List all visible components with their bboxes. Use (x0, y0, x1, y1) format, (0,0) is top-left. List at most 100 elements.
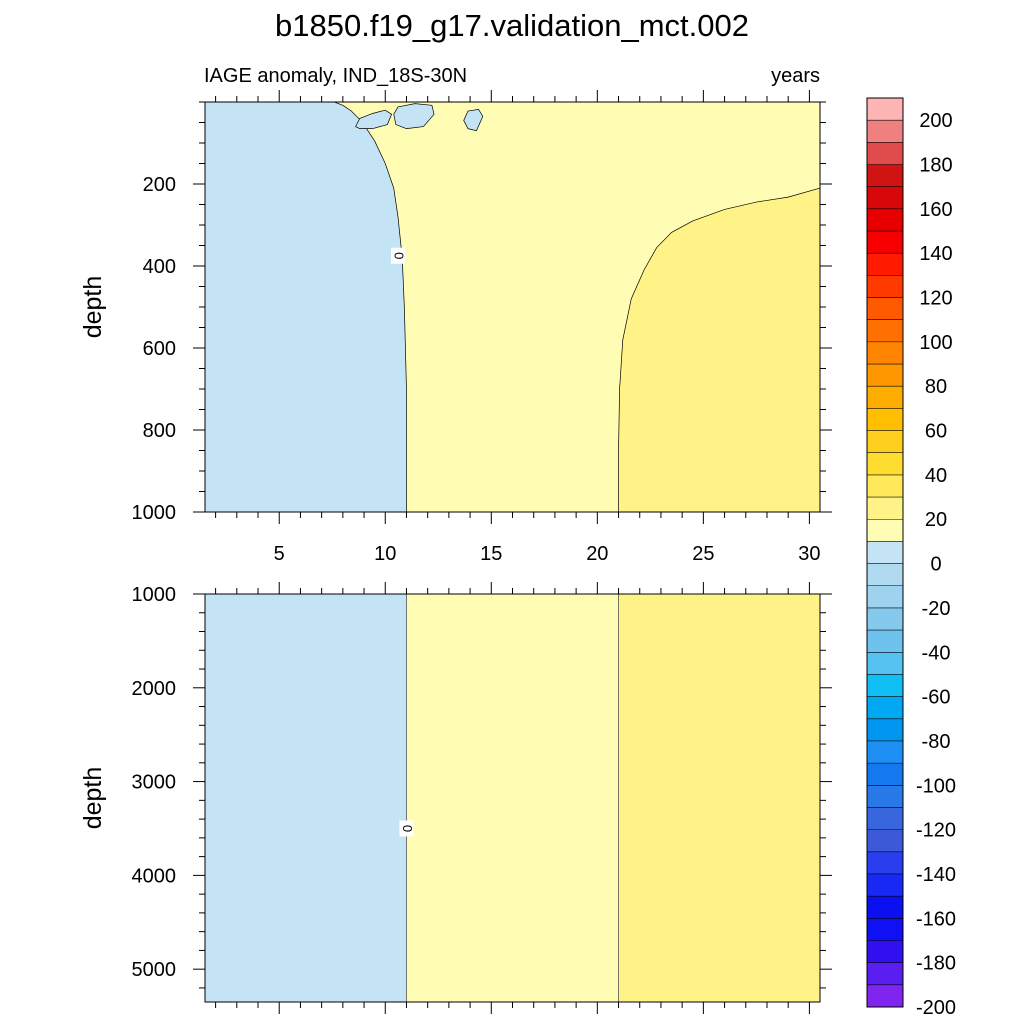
colorbar-swatch (867, 120, 903, 143)
colorbar-swatch (867, 873, 903, 897)
colorbar-label: 40 (925, 465, 947, 487)
colorbar-swatch (867, 563, 903, 587)
upper-y-tick-label: 800 (143, 420, 176, 442)
lower-y-tick-label: 3000 (132, 772, 177, 794)
colorbar-label: 60 (925, 421, 947, 443)
x-tick-label: 10 (374, 543, 396, 565)
colorbar-label: 180 (919, 155, 952, 177)
colorbar-swatch (867, 519, 903, 542)
colorbar-swatch (867, 297, 903, 321)
colorbar-swatch (867, 541, 903, 564)
x-tick-label: 15 (480, 543, 502, 565)
colorbar-label: 20 (925, 509, 947, 531)
lower-y-tick-label: 2000 (132, 678, 177, 700)
colorbar-swatch (867, 718, 903, 742)
x-axis-labels: 5 10 15 20 25 30 (274, 543, 821, 565)
colorbar-swatch (867, 253, 903, 276)
colorbar-frame (866, 97, 904, 1008)
colorbar-label: 0 (930, 554, 941, 576)
colorbar-label: -60 (922, 687, 951, 709)
upper-contour-label-bg (390, 247, 405, 264)
colorbar-swatch (867, 98, 903, 121)
colorbar-label: -20 (922, 598, 951, 620)
x-tick-label: 30 (798, 543, 820, 565)
lower-region-10-to-20 (618, 594, 820, 1002)
colorbar-swatch (867, 341, 903, 365)
upper-y-tick-label: 600 (143, 338, 176, 360)
colorbar: 200180160140120100806040200-20-40-60-80-… (866, 97, 956, 1019)
upper-negative-patch-1 (355, 109, 393, 129)
lower-y-tick-label: 4000 (132, 865, 177, 887)
colorbar-label: -200 (916, 997, 956, 1019)
subtitle-right: years (771, 65, 820, 87)
colorbar-label: -140 (916, 864, 956, 886)
colorbar-swatch (867, 585, 903, 609)
colorbar-swatch (867, 940, 903, 963)
x-tick-label: 25 (692, 543, 714, 565)
colorbar-swatch (867, 851, 903, 875)
lower-y-axis-label: depth (79, 767, 107, 830)
colorbar-swatch (867, 607, 903, 631)
colorbar-swatch (867, 275, 903, 298)
x-tick-label: 5 (274, 543, 285, 565)
upper-negative-patch-3 (463, 108, 484, 132)
lower-panel: 0 1000 2000 3000 4000 5000 (132, 582, 832, 1014)
upper-region-negative (204, 101, 407, 513)
colorbar-swatch (867, 696, 903, 720)
colorbar-swatch (867, 740, 903, 764)
chart-title: b1850.f19_g17.validation_mct.002 (275, 8, 749, 43)
lower-y-tick-label: 5000 (132, 959, 177, 981)
colorbar-swatch (867, 829, 903, 853)
colorbar-swatch (867, 652, 903, 675)
colorbar-label: -160 (916, 908, 956, 930)
colorbar-swatch (867, 319, 903, 343)
colorbar-label: -120 (916, 820, 956, 842)
upper-y-tick-label: 1000 (132, 502, 177, 524)
lower-contour-label: 0 (400, 825, 415, 832)
upper-panel: 0 200 400 600 800 1000 (132, 90, 832, 524)
colorbar-label: -180 (916, 953, 956, 975)
colorbar-swatch (867, 984, 903, 1008)
upper-contour-label: 0 (392, 252, 407, 259)
upper-region-10-to-20 (618, 187, 821, 513)
colorbar-swatch (867, 408, 903, 431)
colorbar-label: 200 (919, 110, 952, 132)
colorbar-swatch (867, 918, 903, 941)
colorbar-swatch (867, 674, 903, 697)
colorbar-swatch (867, 474, 903, 498)
colorbar-swatch (867, 630, 903, 653)
colorbar-label: 120 (919, 288, 952, 310)
colorbar-swatch (867, 763, 903, 786)
colorbar-swatch (867, 962, 903, 986)
upper-y-tick-label: 200 (143, 174, 176, 196)
colorbar-swatch (867, 208, 903, 232)
colorbar-swatch (867, 364, 903, 387)
upper-negative-patch-2 (393, 103, 435, 130)
colorbar-swatch (867, 142, 903, 165)
colorbar-swatch (867, 896, 903, 919)
colorbar-label: 160 (919, 199, 952, 221)
colorbar-label: -40 (922, 642, 951, 664)
colorbar-label: 100 (919, 332, 952, 354)
colorbar-swatch (867, 164, 903, 187)
colorbar-swatch (867, 386, 903, 409)
upper-y-axis-label: depth (79, 276, 107, 339)
colorbar-swatch (867, 231, 903, 254)
colorbar-label: 140 (919, 243, 952, 265)
subtitle-left: IAGE anomaly, IND_18S-30N (204, 65, 467, 87)
lower-y-tick-label: 1000 (132, 584, 177, 606)
colorbar-label: -80 (922, 731, 951, 753)
colorbar-swatch (867, 497, 903, 520)
colorbar-label: 80 (925, 376, 947, 398)
lower-region-negative (205, 594, 407, 1002)
colorbar-swatch (867, 807, 903, 830)
colorbar-label: -100 (916, 775, 956, 797)
colorbar-swatch (867, 785, 903, 808)
upper-y-tick-label: 400 (143, 256, 176, 278)
lower-contour-label-bg (399, 820, 414, 837)
x-tick-label: 20 (586, 543, 608, 565)
colorbar-swatch (867, 452, 903, 476)
colorbar-swatch (867, 186, 903, 210)
colorbar-swatch (867, 430, 903, 454)
